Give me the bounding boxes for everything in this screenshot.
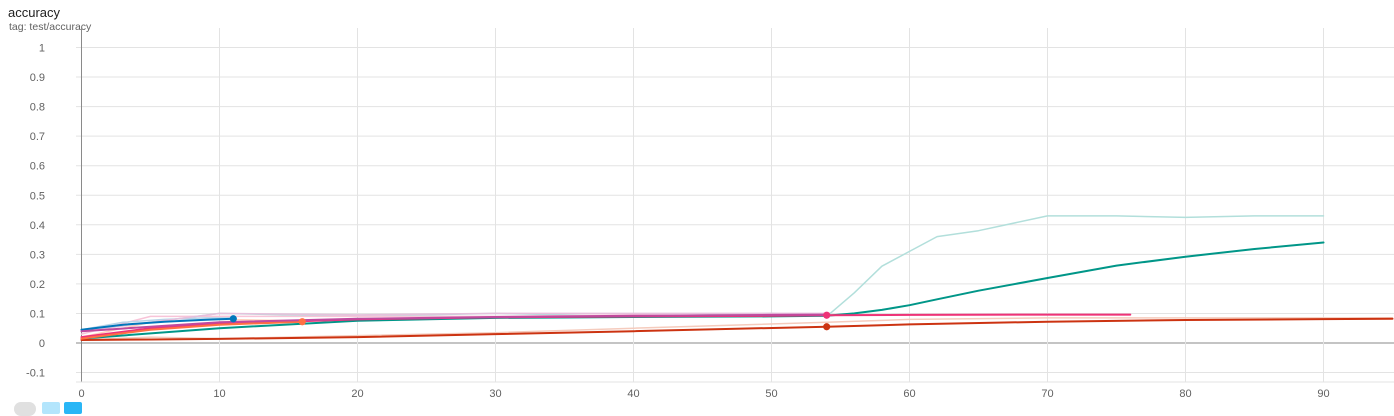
y-tick-label: -0.1 [26, 368, 45, 380]
x-tick-label: 70 [1041, 388, 1053, 400]
smoothed-series-line-0 [80, 241, 1325, 340]
y-tick-label: 0 [39, 338, 45, 350]
marker-layer [229, 311, 831, 331]
y-tick-label: 0.9 [30, 72, 45, 84]
download-data-icon[interactable] [64, 402, 82, 414]
chart-tag: tag: test/accuracy [9, 21, 92, 33]
smoothed-series-line-4 [80, 317, 235, 331]
x-tick-label: 30 [489, 388, 501, 400]
series-marker-3 [298, 318, 306, 326]
raw-series-line-4 [80, 317, 235, 331]
smoothed-series-line-1 [80, 317, 1394, 341]
y-tick-label: 0.4 [30, 220, 45, 232]
x-tick-label: 80 [1179, 388, 1191, 400]
fit-domain-icon[interactable] [14, 402, 36, 416]
smoothed-series-line-3 [80, 320, 304, 340]
grid-layer [76, 28, 1394, 383]
y-tick-label: 0.6 [30, 161, 45, 173]
series-marker-1 [823, 323, 831, 331]
y-tick-label: 0.5 [30, 190, 45, 202]
y-tick-label: 1 [39, 43, 45, 55]
x-tick-label: 60 [903, 388, 915, 400]
x-tick-label: 90 [1317, 388, 1329, 400]
x-tick-label: 40 [627, 388, 639, 400]
accuracy-line-chart: -0.100.10.20.30.40.50.60.70.80.910 10 20 30… [26, 28, 1394, 401]
y-tick-label: 0.7 [30, 131, 45, 143]
raw-series-line-5 [80, 312, 828, 332]
smoothed-series-line-5 [80, 313, 828, 333]
series-marker-2 [823, 311, 831, 319]
y-tick-label: 0.2 [30, 279, 45, 291]
tick-label-layer: -0.100.10.20.30.40.50.60.70.80.910 10 20 30… [26, 43, 1330, 401]
smoothed-series-layer [80, 241, 1394, 341]
x-tick-label: 20 [351, 388, 363, 400]
y-tick-label: 0.1 [30, 308, 45, 320]
toggle-log-scale-icon[interactable] [42, 402, 60, 414]
y-tick-label: 0.3 [30, 249, 45, 261]
x-tick-label: 10 [213, 388, 225, 400]
x-tick-label: 50 [765, 388, 777, 400]
chart-title: accuracy [8, 5, 61, 20]
x-tick-label: 0 [78, 388, 84, 400]
series-marker-4 [229, 315, 237, 323]
y-tick-label: 0.8 [30, 102, 45, 114]
